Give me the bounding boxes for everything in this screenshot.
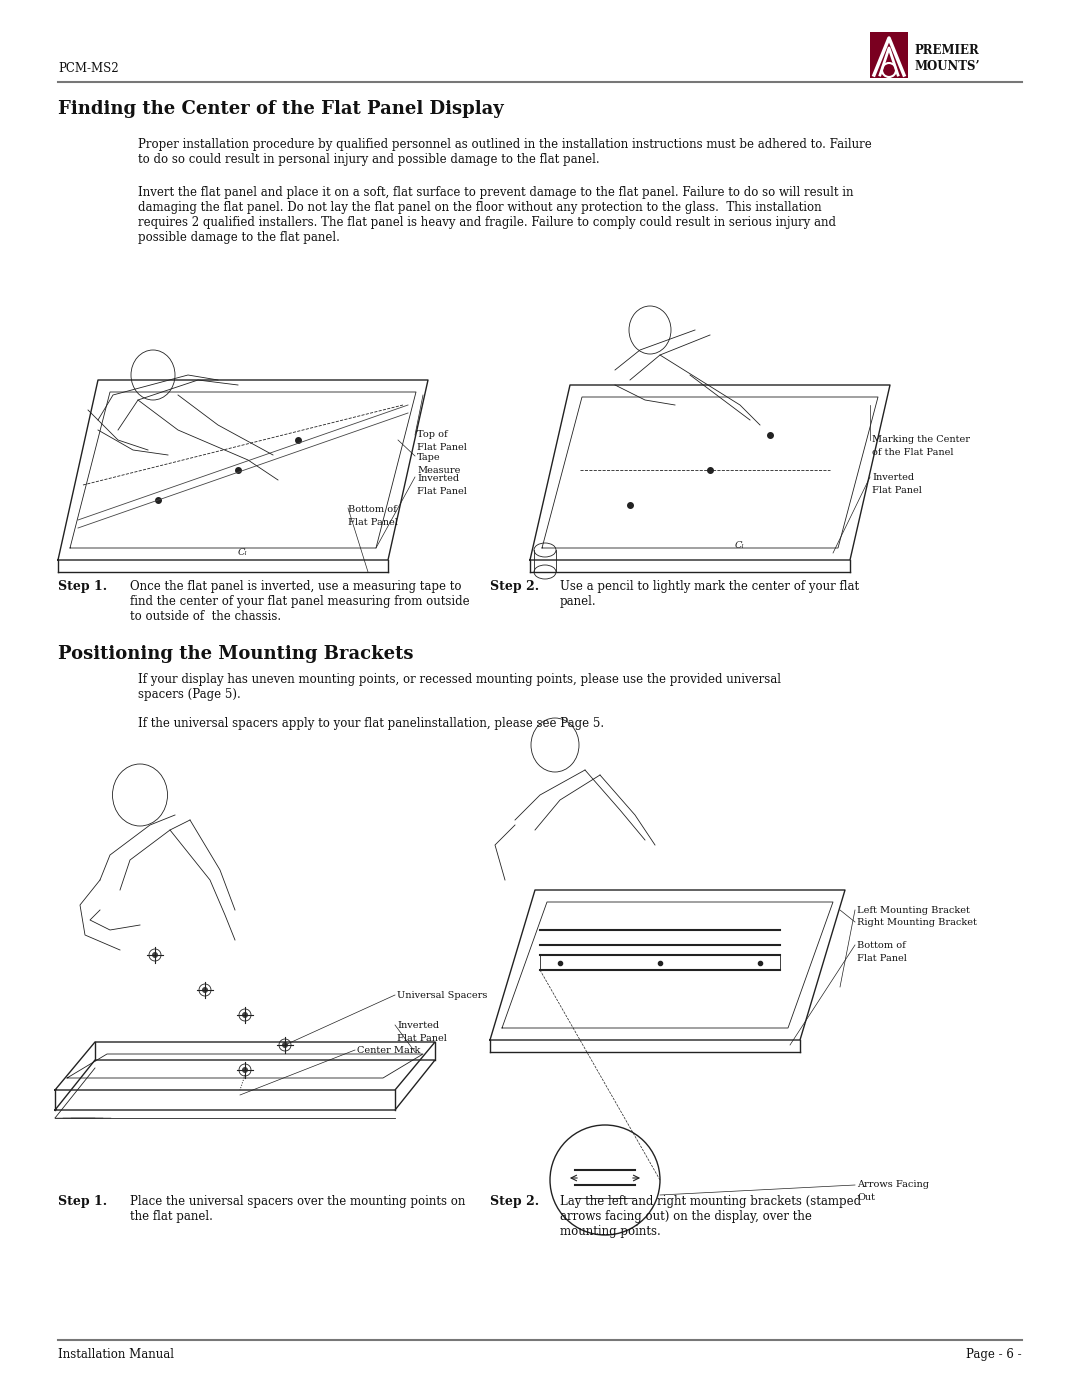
Text: Once the flat panel is inverted, use a measuring tape to: Once the flat panel is inverted, use a m… [130,580,461,592]
Text: Step 1.: Step 1. [58,580,107,592]
Text: Marking the Center: Marking the Center [872,434,970,444]
Text: Measure: Measure [417,467,460,475]
Text: Out: Out [858,1193,875,1201]
Text: Finding the Center of the Flat Panel Display: Finding the Center of the Flat Panel Dis… [58,101,503,117]
Text: possible damage to the flat panel.: possible damage to the flat panel. [138,231,340,244]
Text: Step 2.: Step 2. [490,1194,539,1208]
Text: damaging the flat panel. Do not lay the flat panel on the floor without any prot: damaging the flat panel. Do not lay the … [138,201,822,214]
Text: panel.: panel. [561,595,596,608]
Text: Flat Panel: Flat Panel [417,443,467,453]
Text: Use a pencil to lightly mark the center of your flat: Use a pencil to lightly mark the center … [561,580,859,592]
Text: Step 2.: Step 2. [490,580,539,592]
Text: find the center of your flat panel measuring from outside: find the center of your flat panel measu… [130,595,470,608]
Text: Step 1.: Step 1. [58,1194,107,1208]
Text: PREMIER: PREMIER [914,43,978,57]
Text: mounting points.: mounting points. [561,1225,661,1238]
Text: MOUNTS’: MOUNTS’ [914,60,980,73]
Text: Invert the flat panel and place it on a soft, flat surface to prevent damage to : Invert the flat panel and place it on a … [138,186,853,198]
Text: If the universal spacers apply to your flat panelinstallation, please see Page 5: If the universal spacers apply to your f… [138,717,604,731]
Text: PCM-MS2: PCM-MS2 [58,61,119,75]
Ellipse shape [282,1042,288,1048]
Text: Bottom of: Bottom of [348,504,396,514]
Ellipse shape [242,1011,248,1018]
Text: Inverted: Inverted [872,474,914,482]
Text: Inverted: Inverted [397,1021,440,1030]
Ellipse shape [202,988,208,993]
Text: Flat Panel: Flat Panel [858,954,907,963]
Text: Center Mark: Center Mark [357,1046,420,1055]
Text: Inverted: Inverted [417,474,459,483]
Text: Installation Manual: Installation Manual [58,1348,174,1361]
Text: Lay the left and right mounting brackets (stamped: Lay the left and right mounting brackets… [561,1194,861,1208]
Text: Top of: Top of [417,430,447,439]
Text: Positioning the Mounting Brackets: Positioning the Mounting Brackets [58,645,414,664]
Text: Flat Panel: Flat Panel [397,1034,447,1044]
Text: of the Flat Panel: of the Flat Panel [872,448,954,457]
Text: Left Mounting Bracket: Left Mounting Bracket [858,907,970,915]
Text: Flat Panel: Flat Panel [872,486,922,495]
Text: Flat Panel: Flat Panel [348,518,397,527]
Text: Tape: Tape [417,453,441,462]
Text: the flat panel.: the flat panel. [130,1210,213,1222]
Text: Bottom of: Bottom of [858,942,906,950]
Text: If your display has uneven mounting points, or recessed mounting points, please : If your display has uneven mounting poin… [138,673,781,686]
Text: requires 2 qualified installers. The flat panel is heavy and fragile. Failure to: requires 2 qualified installers. The fla… [138,217,836,229]
Text: to do so could result in personal injury and possible damage to the flat panel.: to do so could result in personal injury… [138,154,599,166]
Text: Arrows Facing: Arrows Facing [858,1180,929,1189]
Ellipse shape [152,951,158,958]
Bar [870,32,908,78]
Text: Flat Panel: Flat Panel [417,488,467,496]
Text: Page - 6 -: Page - 6 - [967,1348,1022,1361]
Text: Place the universal spacers over the mounting points on: Place the universal spacers over the mou… [130,1194,465,1208]
Text: Proper installation procedure by qualified personnel as outlined in the installa: Proper installation procedure by qualifi… [138,138,872,151]
Text: to outside of  the chassis.: to outside of the chassis. [130,610,281,623]
Text: Cₗ: Cₗ [735,541,745,550]
Text: arrows facing out) on the display, over the: arrows facing out) on the display, over … [561,1210,812,1222]
Text: Right Mounting Bracket: Right Mounting Bracket [858,918,977,928]
Text: spacers (Page 5).: spacers (Page 5). [138,687,241,701]
Text: Universal Spacers: Universal Spacers [397,990,487,1000]
Ellipse shape [242,1067,248,1073]
Text: Cₗ: Cₗ [238,548,248,557]
